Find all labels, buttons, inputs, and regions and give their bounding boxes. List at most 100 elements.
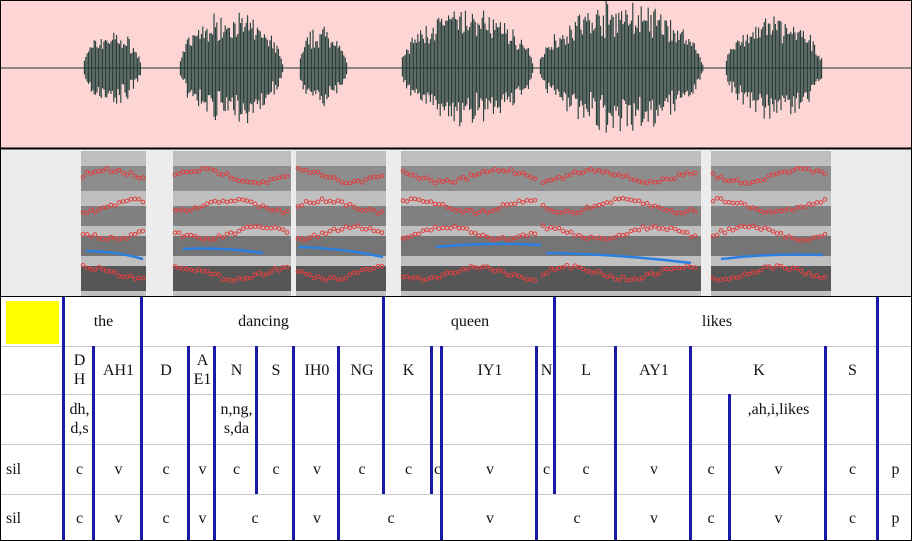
pitch-track	[435, 242, 542, 249]
merged-tier-label: c	[573, 509, 581, 527]
formant-point	[379, 173, 385, 179]
formant-point	[248, 275, 254, 281]
formant-point	[448, 225, 454, 231]
formant-point	[692, 233, 698, 239]
phone-tier-label: S	[271, 361, 281, 379]
class-tier-label: c	[707, 460, 715, 478]
tier-boundary	[337, 346, 340, 540]
formant-point	[684, 263, 690, 269]
formant-point	[276, 175, 282, 181]
formant-point	[420, 278, 426, 283]
formant-point	[339, 199, 345, 205]
formant-point	[303, 237, 309, 243]
formant-point	[806, 270, 812, 276]
formant-point	[500, 168, 506, 173]
formant-point	[672, 176, 678, 181]
formant-point	[480, 207, 486, 213]
formant-point	[400, 168, 406, 174]
formant-point	[620, 232, 626, 238]
formant-point	[476, 171, 482, 177]
formant-point	[484, 169, 490, 175]
formant-point	[412, 196, 418, 202]
formant-point	[810, 170, 816, 175]
formant-point	[347, 272, 353, 277]
formant-point	[576, 233, 582, 238]
formant-point	[440, 179, 446, 185]
formant-point	[452, 270, 458, 276]
formant-point	[339, 276, 345, 282]
formant-point	[766, 173, 772, 178]
formant-point	[112, 203, 118, 209]
formant-point	[786, 170, 792, 175]
formant-point	[100, 267, 106, 272]
formant-point	[252, 272, 258, 277]
formant-point	[714, 232, 720, 238]
spectrogram-band	[711, 166, 831, 191]
class-tier-label: c	[404, 460, 413, 478]
formant-point	[726, 226, 732, 231]
formant-point	[468, 264, 474, 269]
phone-tier-label: IY1	[477, 361, 503, 379]
formant-point	[307, 272, 313, 278]
spectrogram-band	[541, 266, 701, 291]
formant-point	[540, 272, 546, 278]
formant-point	[120, 235, 126, 241]
formant-point	[496, 206, 502, 211]
formant-point	[92, 267, 98, 273]
formant-point	[256, 270, 262, 276]
spectrogram-band	[296, 236, 386, 256]
formant-point	[188, 267, 194, 273]
formant-point	[790, 208, 796, 213]
formant-point	[742, 202, 748, 207]
formant-point	[516, 234, 522, 239]
class-tier-label: c	[272, 460, 280, 478]
formant-point	[790, 168, 796, 173]
formant-point	[256, 204, 262, 210]
formant-point	[568, 172, 574, 177]
formant-point	[232, 177, 238, 182]
formant-point	[596, 235, 602, 240]
spectrogram-band	[296, 266, 386, 291]
formant-point	[516, 171, 522, 176]
formant-point	[492, 237, 498, 243]
formant-point	[532, 197, 538, 203]
formant-point	[528, 277, 534, 282]
formant-point	[608, 273, 614, 279]
formant-point	[710, 198, 716, 204]
class-tier-label: c	[433, 460, 442, 478]
formant-point	[532, 231, 538, 237]
formant-point	[810, 235, 816, 240]
pitch-track	[545, 251, 692, 265]
formant-point	[428, 177, 434, 183]
formant-point	[351, 204, 357, 210]
formant-point	[524, 233, 530, 239]
formant-point	[684, 209, 690, 214]
formant-point	[88, 170, 94, 176]
formant-point	[688, 172, 694, 177]
formant-point	[412, 173, 418, 178]
class-tier-label: v	[650, 460, 658, 478]
spectrogram-band	[401, 166, 541, 191]
formant-point	[331, 226, 337, 232]
tier-boundary	[382, 297, 385, 494]
class-tier-label: c	[162, 460, 170, 478]
spectrogram-band	[541, 236, 701, 256]
formant-point	[295, 204, 301, 209]
formant-point	[750, 205, 756, 210]
formant-point	[108, 234, 114, 240]
formant-point	[676, 172, 682, 177]
formant-point	[710, 171, 716, 176]
formant-point	[656, 205, 662, 210]
formant-point	[351, 224, 357, 230]
formant-point	[112, 269, 118, 275]
formant-point	[484, 234, 490, 240]
formant-point	[544, 206, 550, 212]
formant-point	[196, 235, 202, 241]
formant-point	[592, 270, 598, 276]
formant-point	[456, 176, 462, 181]
phone-tier-label: AY1	[639, 361, 669, 379]
formant-point	[232, 198, 238, 204]
tier-divider	[1, 346, 911, 347]
formant-point	[640, 201, 646, 207]
formant-point	[379, 209, 385, 214]
